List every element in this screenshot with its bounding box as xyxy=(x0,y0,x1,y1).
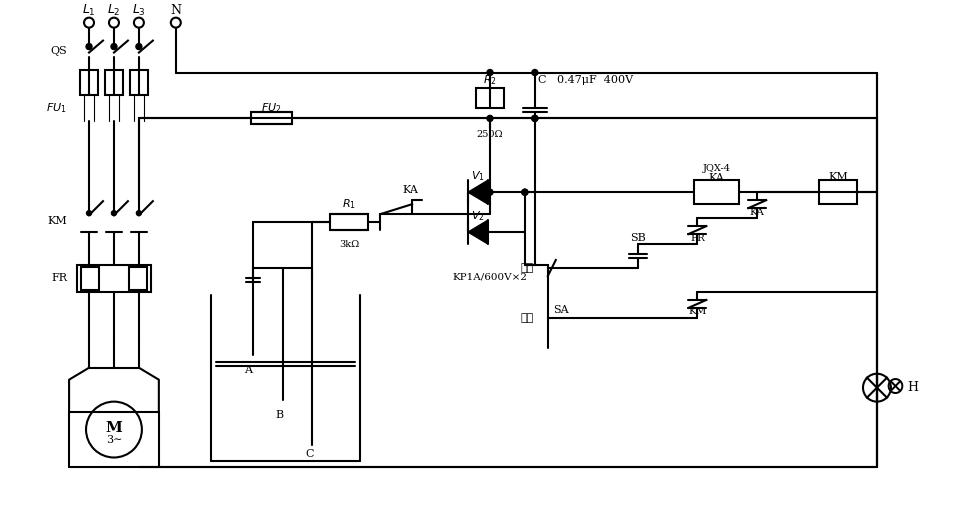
Circle shape xyxy=(84,17,94,28)
Bar xyxy=(476,88,503,108)
Circle shape xyxy=(86,43,92,50)
Circle shape xyxy=(532,115,538,121)
Text: KA: KA xyxy=(750,208,764,217)
Text: ⊗: ⊗ xyxy=(884,376,905,399)
Polygon shape xyxy=(468,180,488,204)
Bar xyxy=(80,69,98,95)
Text: $L_1$: $L_1$ xyxy=(82,3,96,18)
Circle shape xyxy=(522,189,527,195)
Circle shape xyxy=(86,211,91,216)
Text: KM: KM xyxy=(829,172,848,182)
Bar xyxy=(77,265,151,292)
Circle shape xyxy=(171,17,181,28)
Text: $L_3$: $L_3$ xyxy=(132,3,146,18)
Circle shape xyxy=(86,402,142,458)
Text: $FU_2$: $FU_2$ xyxy=(261,102,282,115)
Text: KP1A/600V×2: KP1A/600V×2 xyxy=(453,272,527,281)
Circle shape xyxy=(487,189,493,195)
Bar xyxy=(129,69,148,95)
Text: 手动: 手动 xyxy=(521,263,534,273)
Bar xyxy=(694,180,739,204)
Bar xyxy=(250,112,292,124)
Text: 250Ω: 250Ω xyxy=(477,130,503,139)
Text: KA: KA xyxy=(402,185,418,195)
Text: SB: SB xyxy=(630,233,645,243)
Text: KM: KM xyxy=(47,216,67,226)
Text: 0.47μF  400V: 0.47μF 400V xyxy=(556,76,633,86)
Text: $FU_1$: $FU_1$ xyxy=(46,102,67,115)
Text: SA: SA xyxy=(552,305,569,315)
Text: C: C xyxy=(538,76,547,86)
Text: A: A xyxy=(244,364,251,375)
Circle shape xyxy=(111,211,116,216)
Text: FR: FR xyxy=(51,273,67,283)
Text: $L_2$: $L_2$ xyxy=(107,3,121,18)
Text: KM: KM xyxy=(689,307,707,316)
Circle shape xyxy=(863,373,891,402)
Bar xyxy=(129,267,147,290)
Text: N: N xyxy=(171,4,181,17)
Text: KA: KA xyxy=(709,173,724,183)
Text: H: H xyxy=(907,381,918,394)
Polygon shape xyxy=(468,220,488,244)
Circle shape xyxy=(532,69,538,76)
Text: $V_2$: $V_2$ xyxy=(471,209,485,223)
Text: 自动: 自动 xyxy=(521,313,534,323)
Bar xyxy=(82,267,99,290)
Text: QS: QS xyxy=(50,45,67,56)
Circle shape xyxy=(134,17,144,28)
Text: C: C xyxy=(305,450,314,460)
Text: JQX-4: JQX-4 xyxy=(702,164,731,173)
Bar xyxy=(819,180,857,204)
Circle shape xyxy=(522,189,527,195)
Circle shape xyxy=(111,43,117,50)
Circle shape xyxy=(136,43,142,50)
Bar xyxy=(105,69,123,95)
Circle shape xyxy=(487,69,493,76)
Circle shape xyxy=(487,115,493,121)
Text: FR: FR xyxy=(690,234,705,243)
Text: B: B xyxy=(275,409,284,419)
Text: $V_1$: $V_1$ xyxy=(471,169,485,183)
Text: 3kΩ: 3kΩ xyxy=(339,240,360,249)
Text: $R_2$: $R_2$ xyxy=(483,74,497,87)
Bar xyxy=(331,214,368,230)
Circle shape xyxy=(136,211,141,216)
Text: M: M xyxy=(105,421,123,434)
Circle shape xyxy=(532,115,538,121)
Circle shape xyxy=(109,17,119,28)
Text: 3∼: 3∼ xyxy=(105,434,122,444)
Text: $R_1$: $R_1$ xyxy=(342,197,357,211)
